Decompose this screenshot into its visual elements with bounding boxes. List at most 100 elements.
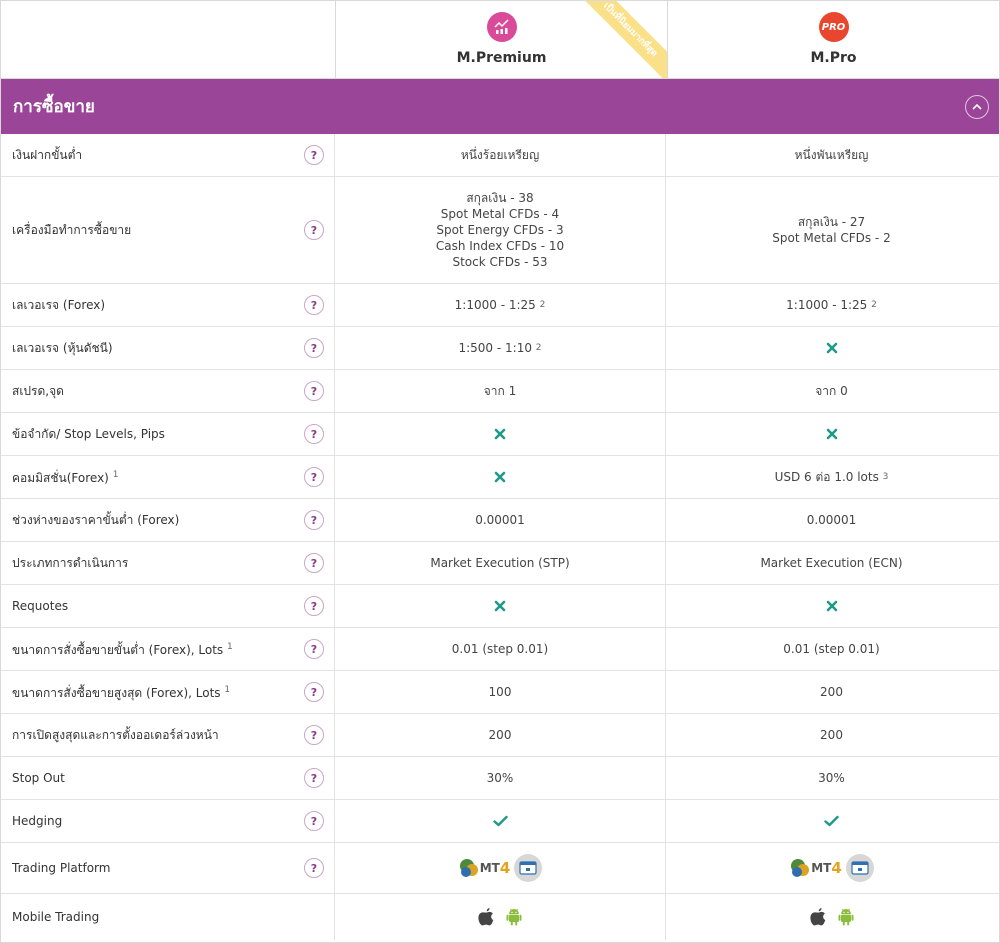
cell-value: 200 <box>820 728 843 742</box>
chevron-up-icon <box>972 103 982 110</box>
pro-value-cell: 200 <box>666 714 997 756</box>
footnote-marker: 1 <box>112 470 119 480</box>
row-label: ประเภทการดำเนินการ <box>12 556 128 571</box>
row-label-text: การเปิดสูงสุดและการตั้งออเดอร์ล่วงหน้า <box>12 727 219 742</box>
row-label-cell: Hedging? <box>1 800 335 842</box>
row-label: Hedging <box>12 814 62 829</box>
table-row: Hedging? <box>1 800 999 843</box>
pro-value-cell <box>666 413 997 455</box>
premium-value-cell <box>335 456 666 498</box>
row-label: Mobile Trading <box>12 910 99 925</box>
pro-value-cell <box>666 800 997 842</box>
table-row: เลเวอเรจ (Forex)? 1:1000 - 1:25 2 1:1000 -… <box>1 284 999 327</box>
footnote-marker: 2 <box>535 343 542 353</box>
pro-value-cell: Market Execution (ECN) <box>666 542 997 584</box>
help-icon[interactable]: ? <box>304 682 324 702</box>
row-label-cell: Requotes? <box>1 585 335 627</box>
table-header: M.Premium เป็นที่นิยมมากที่สุด PRO M.Pro <box>1 1 999 79</box>
instrument-item: Spot Metal CFDs - 2 <box>772 231 891 245</box>
premium-value-cell <box>335 585 666 627</box>
help-icon[interactable]: ? <box>304 145 324 165</box>
section-title: การซื้อขาย <box>13 97 95 117</box>
apple-icon[interactable] <box>809 907 827 927</box>
platform-icons: MT 4 <box>458 854 543 882</box>
help-icon[interactable]: ? <box>304 467 324 487</box>
premium-value-cell: 0.01 (step 0.01) <box>335 628 666 670</box>
row-label-cell: ประเภทการดำเนินการ? <box>1 542 335 584</box>
cell-value: หนึ่งร้อยเหรียญ <box>460 147 540 162</box>
pro-value-cell: 200 <box>666 671 997 713</box>
cell-value: จาก 0 <box>815 383 848 398</box>
premium-value-cell <box>335 800 666 842</box>
table-row: เลเวอเรจ (หุ้นดัชนี)? 1:500 - 1:10 2 <box>1 327 999 370</box>
premium-value-cell: 100 <box>335 671 666 713</box>
help-icon[interactable]: ? <box>304 381 324 401</box>
help-icon[interactable]: ? <box>304 725 324 745</box>
help-icon[interactable]: ? <box>304 295 324 315</box>
help-icon[interactable]: ? <box>304 858 324 878</box>
row-label-text: Mobile Trading <box>12 909 100 924</box>
help-icon[interactable]: ? <box>304 639 324 659</box>
row-label-cell: เงินฝากขั้นต่ำ? <box>1 134 335 176</box>
cell-value: 30% <box>818 771 845 785</box>
table-row: เครื่องมือทำการซื้อขาย? สกุลเงิน - 38 Spot… <box>1 177 999 284</box>
android-icon[interactable] <box>505 907 523 927</box>
mt4-logo-icon[interactable]: MT 4 <box>789 857 842 879</box>
help-icon[interactable]: ? <box>304 510 324 530</box>
apple-icon[interactable] <box>477 907 495 927</box>
platform-icons: MT 4 <box>789 854 874 882</box>
cell-value: 0.00001 <box>475 513 525 527</box>
help-icon[interactable]: ? <box>304 768 324 788</box>
help-icon[interactable]: ? <box>304 553 324 573</box>
plan-name-premium: M.Premium <box>456 50 547 66</box>
row-label-text: ขนาดการสั่งซื้อขายสูงสุด (Forex), Lots <box>12 686 221 700</box>
instrument-item: Spot Energy CFDs - 3 <box>436 223 564 237</box>
row-label-cell: ช่วงห่างของราคาขั้นต่ำ (Forex)? <box>1 499 335 541</box>
row-label-cell: เลเวอเรจ (หุ้นดัชนี)? <box>1 327 335 369</box>
popular-ribbon: เป็นที่นิยมมากที่สุด <box>576 1 667 78</box>
table-row: ช่วงห่างของราคาขั้นต่ำ (Forex)? 0.00001 0.… <box>1 499 999 542</box>
cell-value: 100 <box>488 685 512 699</box>
footnote-marker: 2 <box>539 300 546 310</box>
plan-column-premium: M.Premium เป็นที่นิยมมากที่สุด <box>336 1 668 78</box>
mobile-platform-icons <box>809 907 855 927</box>
chart-icon <box>486 12 517 42</box>
row-label: ช่วงห่างของราคาขั้นต่ำ (Forex) <box>12 513 179 528</box>
row-label-cell: ข้อจำกัด/ Stop Levels, Pips? <box>1 413 335 455</box>
pro-value-cell: สกุลเงิน - 27 Spot Metal CFDs - 2 <box>666 177 997 283</box>
help-icon[interactable]: ? <box>304 811 324 831</box>
help-icon[interactable]: ? <box>304 220 324 240</box>
row-label-text: เลเวอเรจ (Forex) <box>12 297 106 312</box>
table-row: การเปิดสูงสุดและการตั้งออเดอร์ล่วงหน้า? 2… <box>1 714 999 757</box>
help-icon[interactable]: ? <box>304 596 324 616</box>
android-icon[interactable] <box>837 907 855 927</box>
table-row: Requotes? <box>1 585 999 628</box>
pro-value-cell <box>666 894 997 940</box>
row-label-text: ขนาดการสั่งซื้อขายขั้นต่ำ (Forex), Lots <box>12 643 224 657</box>
help-icon[interactable]: ? <box>304 338 324 358</box>
table-row: ขนาดการสั่งซื้อขายขั้นต่ำ (Forex), Lots … <box>1 628 999 671</box>
cross-icon <box>494 600 506 612</box>
webtrader-icon[interactable] <box>514 854 543 882</box>
premium-value-cell: หนึ่งร้อยเหรียญ <box>335 134 666 176</box>
premium-value-cell <box>335 413 666 455</box>
row-label-cell: การเปิดสูงสุดและการตั้งออเดอร์ล่วงหน้า? <box>1 714 335 756</box>
row-label-cell: คอมมิสชั่น(Forex) 1? <box>1 456 335 498</box>
mt4-logo-icon[interactable]: MT 4 <box>458 857 511 879</box>
instrument-item: Spot Metal CFDs - 4 <box>440 207 560 221</box>
pro-value-cell: USD 6 ต่อ 1.0 lots 3 <box>666 456 997 498</box>
section-header-trading[interactable]: การซื้อขาย <box>1 79 999 134</box>
collapse-button[interactable] <box>965 94 989 119</box>
pro-badge-text: PRO <box>821 21 846 33</box>
cross-icon <box>826 600 838 612</box>
cell-value: จาก 1 <box>483 383 517 398</box>
table-row: ประเภทการดำเนินการ? Market Execution (STP… <box>1 542 999 585</box>
help-icon[interactable]: ? <box>304 424 324 444</box>
row-label: คอมมิสชั่น(Forex) 1 <box>12 468 118 486</box>
row-label: เลเวอเรจ (หุ้นดัชนี) <box>12 341 113 356</box>
webtrader-icon[interactable] <box>845 854 874 882</box>
mt-version: 4 <box>499 859 511 877</box>
cell-value: 0.00001 <box>806 513 857 527</box>
premium-value-cell: 1:500 - 1:10 2 <box>335 327 666 369</box>
